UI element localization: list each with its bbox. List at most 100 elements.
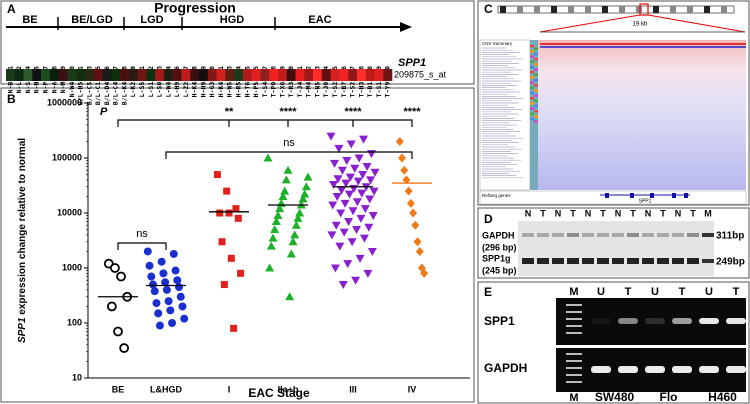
heatmap-cell bbox=[216, 69, 226, 81]
band bbox=[522, 258, 534, 264]
heatmap-cell bbox=[374, 69, 384, 81]
color-cell bbox=[530, 50, 534, 53]
sample-label: H-P52-35 bbox=[252, 66, 260, 97]
data-point bbox=[354, 154, 364, 163]
sig-label: **** bbox=[279, 106, 297, 118]
heatmap-cell bbox=[181, 69, 191, 81]
color-cell bbox=[530, 86, 534, 89]
data-point bbox=[352, 226, 362, 235]
lane-label: T bbox=[540, 208, 546, 218]
data-point bbox=[415, 246, 424, 256]
probe-label: 209875_s_at bbox=[394, 69, 447, 79]
row-label: SPP1g bbox=[482, 253, 511, 263]
band bbox=[582, 233, 594, 237]
group-label: BE bbox=[22, 14, 37, 26]
data-point bbox=[273, 211, 283, 220]
color-cell bbox=[530, 55, 534, 58]
data-point bbox=[164, 297, 173, 306]
heatmap-cell bbox=[58, 69, 68, 81]
cell-line: Flo bbox=[660, 390, 678, 404]
band bbox=[645, 318, 665, 324]
color-cell bbox=[534, 110, 538, 113]
color-cell bbox=[530, 117, 534, 121]
data-point bbox=[303, 172, 313, 181]
data-point bbox=[360, 205, 370, 214]
bracket-ns bbox=[165, 151, 413, 159]
data-point bbox=[370, 168, 380, 177]
sample-label: H-K41-31 bbox=[217, 66, 225, 97]
sample-label: H-W55-33 bbox=[226, 66, 234, 97]
heatmap-cell bbox=[23, 69, 33, 81]
data-point bbox=[367, 247, 377, 256]
sample-label: T-N57-43 bbox=[313, 66, 321, 97]
band bbox=[699, 366, 719, 373]
size-marker: 311bp bbox=[716, 231, 744, 242]
x-tick-label: BE bbox=[112, 384, 125, 394]
data-point bbox=[116, 271, 126, 282]
data-point bbox=[216, 209, 224, 217]
data-point bbox=[402, 175, 411, 185]
heatmap-cell bbox=[41, 69, 51, 81]
color-cell bbox=[534, 58, 538, 61]
heatmap-cell bbox=[137, 69, 147, 81]
ideogram-band bbox=[670, 6, 676, 13]
lane-label: N bbox=[615, 208, 622, 218]
color-cell bbox=[534, 120, 538, 123]
heatmap-cell bbox=[84, 69, 95, 81]
sample-label: T-S25-45 bbox=[331, 66, 339, 97]
data-point bbox=[178, 302, 187, 311]
ideogram-band bbox=[551, 6, 557, 13]
color-cell bbox=[534, 52, 538, 56]
data-point bbox=[113, 326, 123, 337]
ladder-band bbox=[566, 318, 582, 320]
data-point bbox=[271, 217, 281, 226]
lane-label: N bbox=[525, 208, 532, 218]
data-point bbox=[171, 266, 180, 275]
color-cell bbox=[530, 112, 534, 115]
sample-label: L-S03-23 bbox=[156, 66, 164, 97]
exon bbox=[630, 193, 634, 198]
ns-label: ns bbox=[136, 228, 148, 240]
cell-line: H460 bbox=[708, 390, 737, 404]
data-point bbox=[409, 208, 418, 218]
gene-track bbox=[479, 190, 747, 205]
heatmap-cell bbox=[304, 69, 314, 81]
ideogram-band bbox=[534, 6, 540, 13]
ideogram bbox=[497, 5, 735, 14]
data-point bbox=[337, 186, 347, 195]
data-point bbox=[330, 264, 340, 273]
data-point bbox=[149, 280, 157, 289]
color-cell bbox=[534, 47, 538, 50]
data-point bbox=[176, 292, 185, 301]
sample-label: T-J07-44 bbox=[322, 66, 330, 97]
data-point bbox=[232, 205, 240, 213]
panel-letter: E bbox=[484, 285, 492, 299]
ladder-band bbox=[566, 332, 582, 334]
color-cell bbox=[534, 73, 538, 76]
data-point bbox=[155, 321, 164, 330]
data-point bbox=[293, 213, 303, 222]
data-point bbox=[359, 234, 369, 243]
ladder-band bbox=[566, 360, 582, 362]
data-point bbox=[362, 163, 372, 172]
band bbox=[642, 258, 654, 264]
sample-label: H-R57-34 bbox=[234, 66, 242, 97]
color-cell bbox=[530, 91, 534, 95]
sample-label: H-T64-35 bbox=[243, 66, 251, 97]
data-point bbox=[154, 309, 163, 318]
sample-list bbox=[479, 39, 531, 191]
band bbox=[612, 258, 624, 264]
panel-a-title: Progression bbox=[154, 0, 236, 16]
cell-line: SW480 bbox=[595, 390, 635, 404]
color-cell bbox=[530, 65, 534, 69]
y-tick-label: 1000 bbox=[62, 262, 82, 272]
ideogram-band bbox=[568, 6, 574, 13]
group-label: BE/LGD bbox=[71, 14, 113, 26]
color-cell bbox=[534, 78, 538, 82]
data-point bbox=[143, 247, 152, 256]
data-point bbox=[150, 287, 159, 296]
ladder-band bbox=[566, 325, 582, 327]
ideogram-band bbox=[704, 6, 710, 13]
data-point bbox=[420, 268, 429, 278]
data-point bbox=[291, 220, 301, 229]
